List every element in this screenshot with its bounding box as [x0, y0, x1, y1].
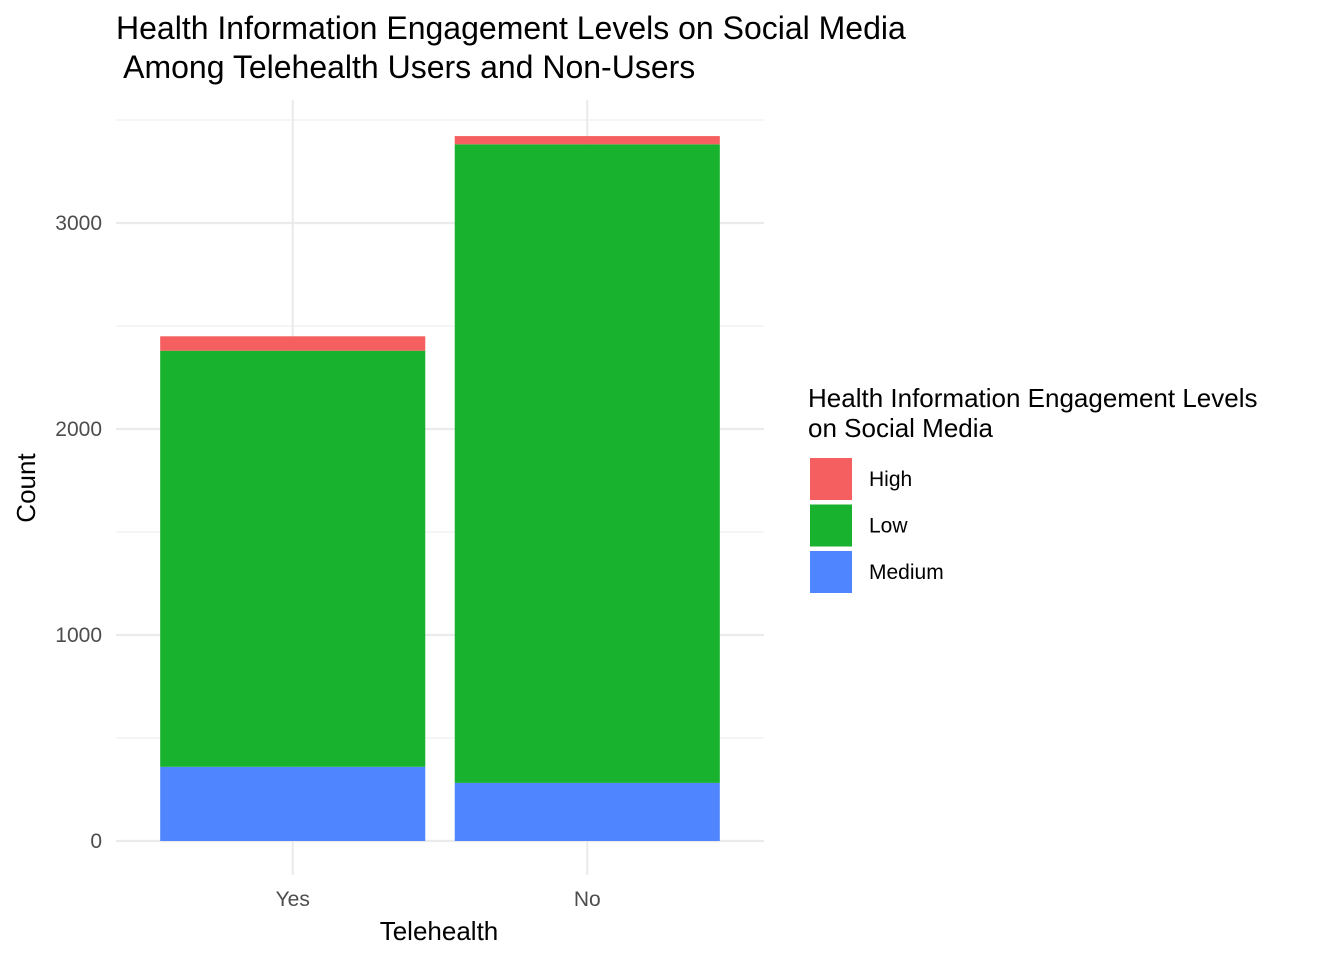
legend-swatch-high [810, 458, 852, 500]
legend-title-line-1: Health Information Engagement Levels [808, 383, 1258, 413]
legend-label-high: High [869, 468, 912, 491]
y-axis-title: Count [11, 453, 41, 523]
legend: Health Information Engagement Levels on … [808, 383, 1258, 593]
y-tick-label: 2000 [55, 418, 102, 441]
chart-title-line-1: Health Information Engagement Levels on … [116, 10, 906, 46]
bar-yes-low [160, 350, 426, 767]
x-axis-tick-labels: Yes No [276, 888, 601, 911]
x-axis-title: Telehealth [380, 916, 499, 946]
legend-title-line-2: on Social Media [808, 413, 994, 443]
bar-no-high [454, 136, 720, 145]
legend-label-medium: Medium [869, 561, 944, 584]
bar-stacks [160, 136, 720, 841]
legend-swatch-low [810, 504, 852, 547]
y-tick-label: 0 [90, 830, 102, 853]
legend-items: High Low Medium [810, 458, 944, 593]
y-axis-tick-labels: 0 1000 2000 3000 [55, 212, 102, 853]
bar-no-low [454, 144, 720, 783]
y-tick-label: 3000 [55, 212, 102, 235]
legend-swatch-medium [810, 551, 852, 593]
x-tick-label: Yes [276, 888, 310, 911]
legend-label-low: Low [869, 515, 908, 538]
x-tick-label: No [574, 888, 601, 911]
chart-title-line-2: Among Telehealth Users and Non-Users [116, 49, 695, 85]
bar-yes-high [160, 336, 426, 351]
bar-yes-medium [160, 766, 426, 841]
y-tick-label: 1000 [55, 624, 102, 647]
bar-no-medium [454, 782, 720, 841]
